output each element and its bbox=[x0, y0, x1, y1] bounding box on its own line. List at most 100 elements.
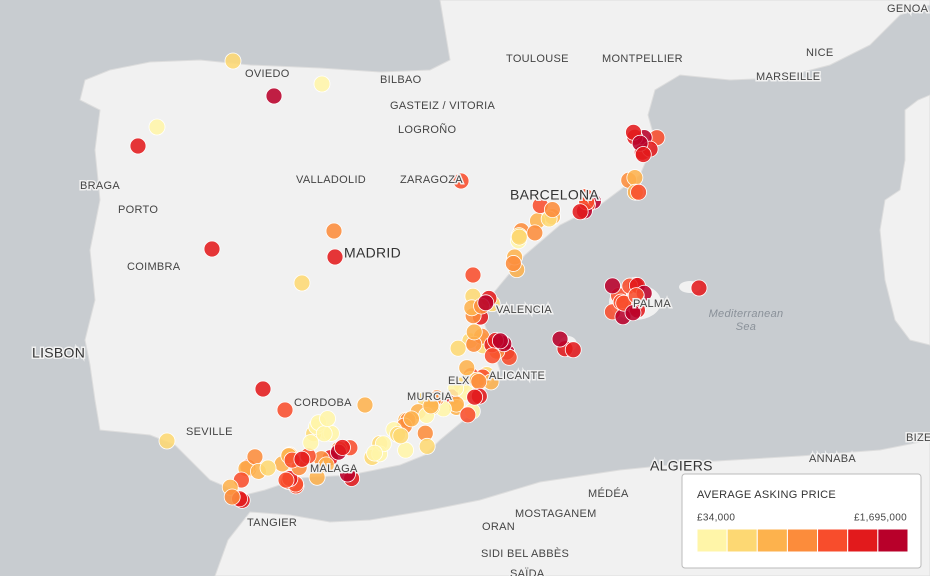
place-label: OVIEDO bbox=[245, 68, 290, 80]
listing-dot bbox=[339, 465, 356, 483]
place-label: SIDI BEL ABBÈS bbox=[481, 547, 569, 560]
listing-dot bbox=[308, 468, 326, 486]
legend-swatch bbox=[726, 528, 758, 553]
listing-dot bbox=[630, 183, 647, 201]
place-label: ANNABA bbox=[809, 453, 856, 465]
listing-dot bbox=[422, 397, 440, 415]
legend-swatch bbox=[817, 528, 849, 553]
place-label: MURCIA bbox=[407, 391, 453, 403]
listing-dot bbox=[315, 425, 333, 443]
place-label: LOGROÑO bbox=[398, 123, 456, 136]
legend-swatch bbox=[756, 528, 788, 553]
place-label: NICE bbox=[806, 47, 833, 59]
sea-label: Mediterranean bbox=[709, 308, 784, 320]
place-label: MARSEILLE bbox=[756, 71, 820, 83]
listing-dot bbox=[470, 373, 488, 390]
listing-dot bbox=[418, 437, 436, 455]
legend-title: AVERAGE ASKING PRICE bbox=[697, 489, 836, 501]
place-label: TANGIER bbox=[247, 517, 297, 529]
place-label: ELX bbox=[448, 375, 470, 387]
place-label: PORTO bbox=[118, 204, 158, 216]
place-label: CORDOBA bbox=[294, 397, 352, 409]
listing-dot bbox=[504, 255, 522, 272]
place-label: BRAGA bbox=[80, 180, 120, 192]
listing-dot bbox=[465, 323, 483, 341]
listing-dot bbox=[626, 169, 644, 187]
listing-dot bbox=[458, 359, 476, 377]
listing-dot bbox=[690, 279, 708, 297]
legend-swatch bbox=[847, 528, 879, 553]
listing-dot bbox=[319, 410, 336, 428]
listing-dot bbox=[392, 427, 410, 445]
listing-dot bbox=[302, 434, 320, 451]
listing-dot bbox=[223, 488, 241, 506]
dots bbox=[129, 52, 708, 509]
place-label: GENOA bbox=[887, 3, 929, 15]
legend-min: £34,000 bbox=[697, 513, 735, 524]
place-label: MONTPELLIER bbox=[602, 53, 683, 65]
legend-swatch bbox=[696, 528, 728, 553]
place-label: ALGIERS bbox=[650, 458, 713, 474]
listing-dot bbox=[325, 222, 343, 240]
listing-dot bbox=[129, 137, 147, 155]
listing-dot bbox=[510, 228, 528, 246]
listing-dot bbox=[491, 332, 509, 350]
listing-dot bbox=[203, 240, 221, 258]
land-islands bbox=[879, 94, 930, 346]
place-label: MÉDÉA bbox=[588, 487, 629, 500]
place-label: BIZE bbox=[906, 432, 930, 444]
place-label: ORAN bbox=[482, 521, 515, 533]
listing-dot bbox=[624, 304, 642, 322]
listing-dot bbox=[246, 448, 264, 466]
legend: AVERAGE ASKING PRICE £34,000 £1,695,000 bbox=[681, 473, 922, 569]
listing-dot bbox=[158, 432, 176, 450]
listing-dot bbox=[484, 347, 501, 365]
listing-dot bbox=[526, 224, 544, 242]
listing-dot bbox=[313, 75, 331, 93]
place-label: BILBAO bbox=[380, 74, 422, 86]
listing-dot bbox=[397, 441, 415, 459]
place-label: TOULOUSE bbox=[506, 53, 569, 65]
place-label: MADRID bbox=[344, 245, 401, 261]
listing-dot bbox=[452, 172, 470, 190]
legend-bar bbox=[696, 528, 909, 553]
listing-dot bbox=[276, 401, 294, 419]
listing-dot bbox=[447, 379, 465, 397]
place-label: GASTEIZ / VITORIA bbox=[390, 100, 495, 112]
listing-dot bbox=[254, 380, 272, 398]
legend-swatch bbox=[877, 528, 909, 553]
listing-dot bbox=[466, 388, 484, 406]
place-label: SEVILLE bbox=[186, 426, 233, 438]
place-label: VALLADOLID bbox=[296, 174, 366, 186]
legend-max: £1,695,000 bbox=[854, 513, 907, 524]
listing-dot bbox=[277, 471, 295, 489]
listing-dot bbox=[293, 450, 311, 468]
listing-dot bbox=[627, 287, 645, 305]
listing-dot bbox=[148, 118, 166, 136]
listing-dot bbox=[224, 52, 242, 70]
place-label: SAÏDA bbox=[510, 568, 545, 576]
place-label: PALMA bbox=[633, 298, 671, 310]
listing-dot bbox=[459, 406, 477, 424]
listing-dot bbox=[403, 410, 420, 428]
listing-dot bbox=[356, 396, 374, 414]
listing-dot bbox=[464, 266, 482, 284]
legend-swatch bbox=[786, 528, 819, 553]
place-label: ALICANTE bbox=[489, 370, 545, 382]
listing-dot bbox=[366, 444, 383, 462]
listing-dot bbox=[634, 146, 652, 163]
place-label: LISBON bbox=[32, 345, 85, 361]
listing-dot bbox=[564, 341, 582, 359]
listing-dot bbox=[449, 339, 467, 357]
listing-dot bbox=[571, 203, 589, 221]
listing-dot bbox=[551, 330, 569, 348]
place-label: COIMBRA bbox=[127, 261, 181, 273]
listing-dot bbox=[334, 439, 351, 456]
listing-dot bbox=[293, 274, 311, 292]
labels: GENOA OVIEDO BILBAO TOULOUSE MONTPELLIER NICE… bbox=[31, 1, 930, 576]
listing-dot bbox=[265, 87, 283, 105]
listing-dot bbox=[604, 277, 621, 295]
listing-dot bbox=[326, 248, 344, 266]
